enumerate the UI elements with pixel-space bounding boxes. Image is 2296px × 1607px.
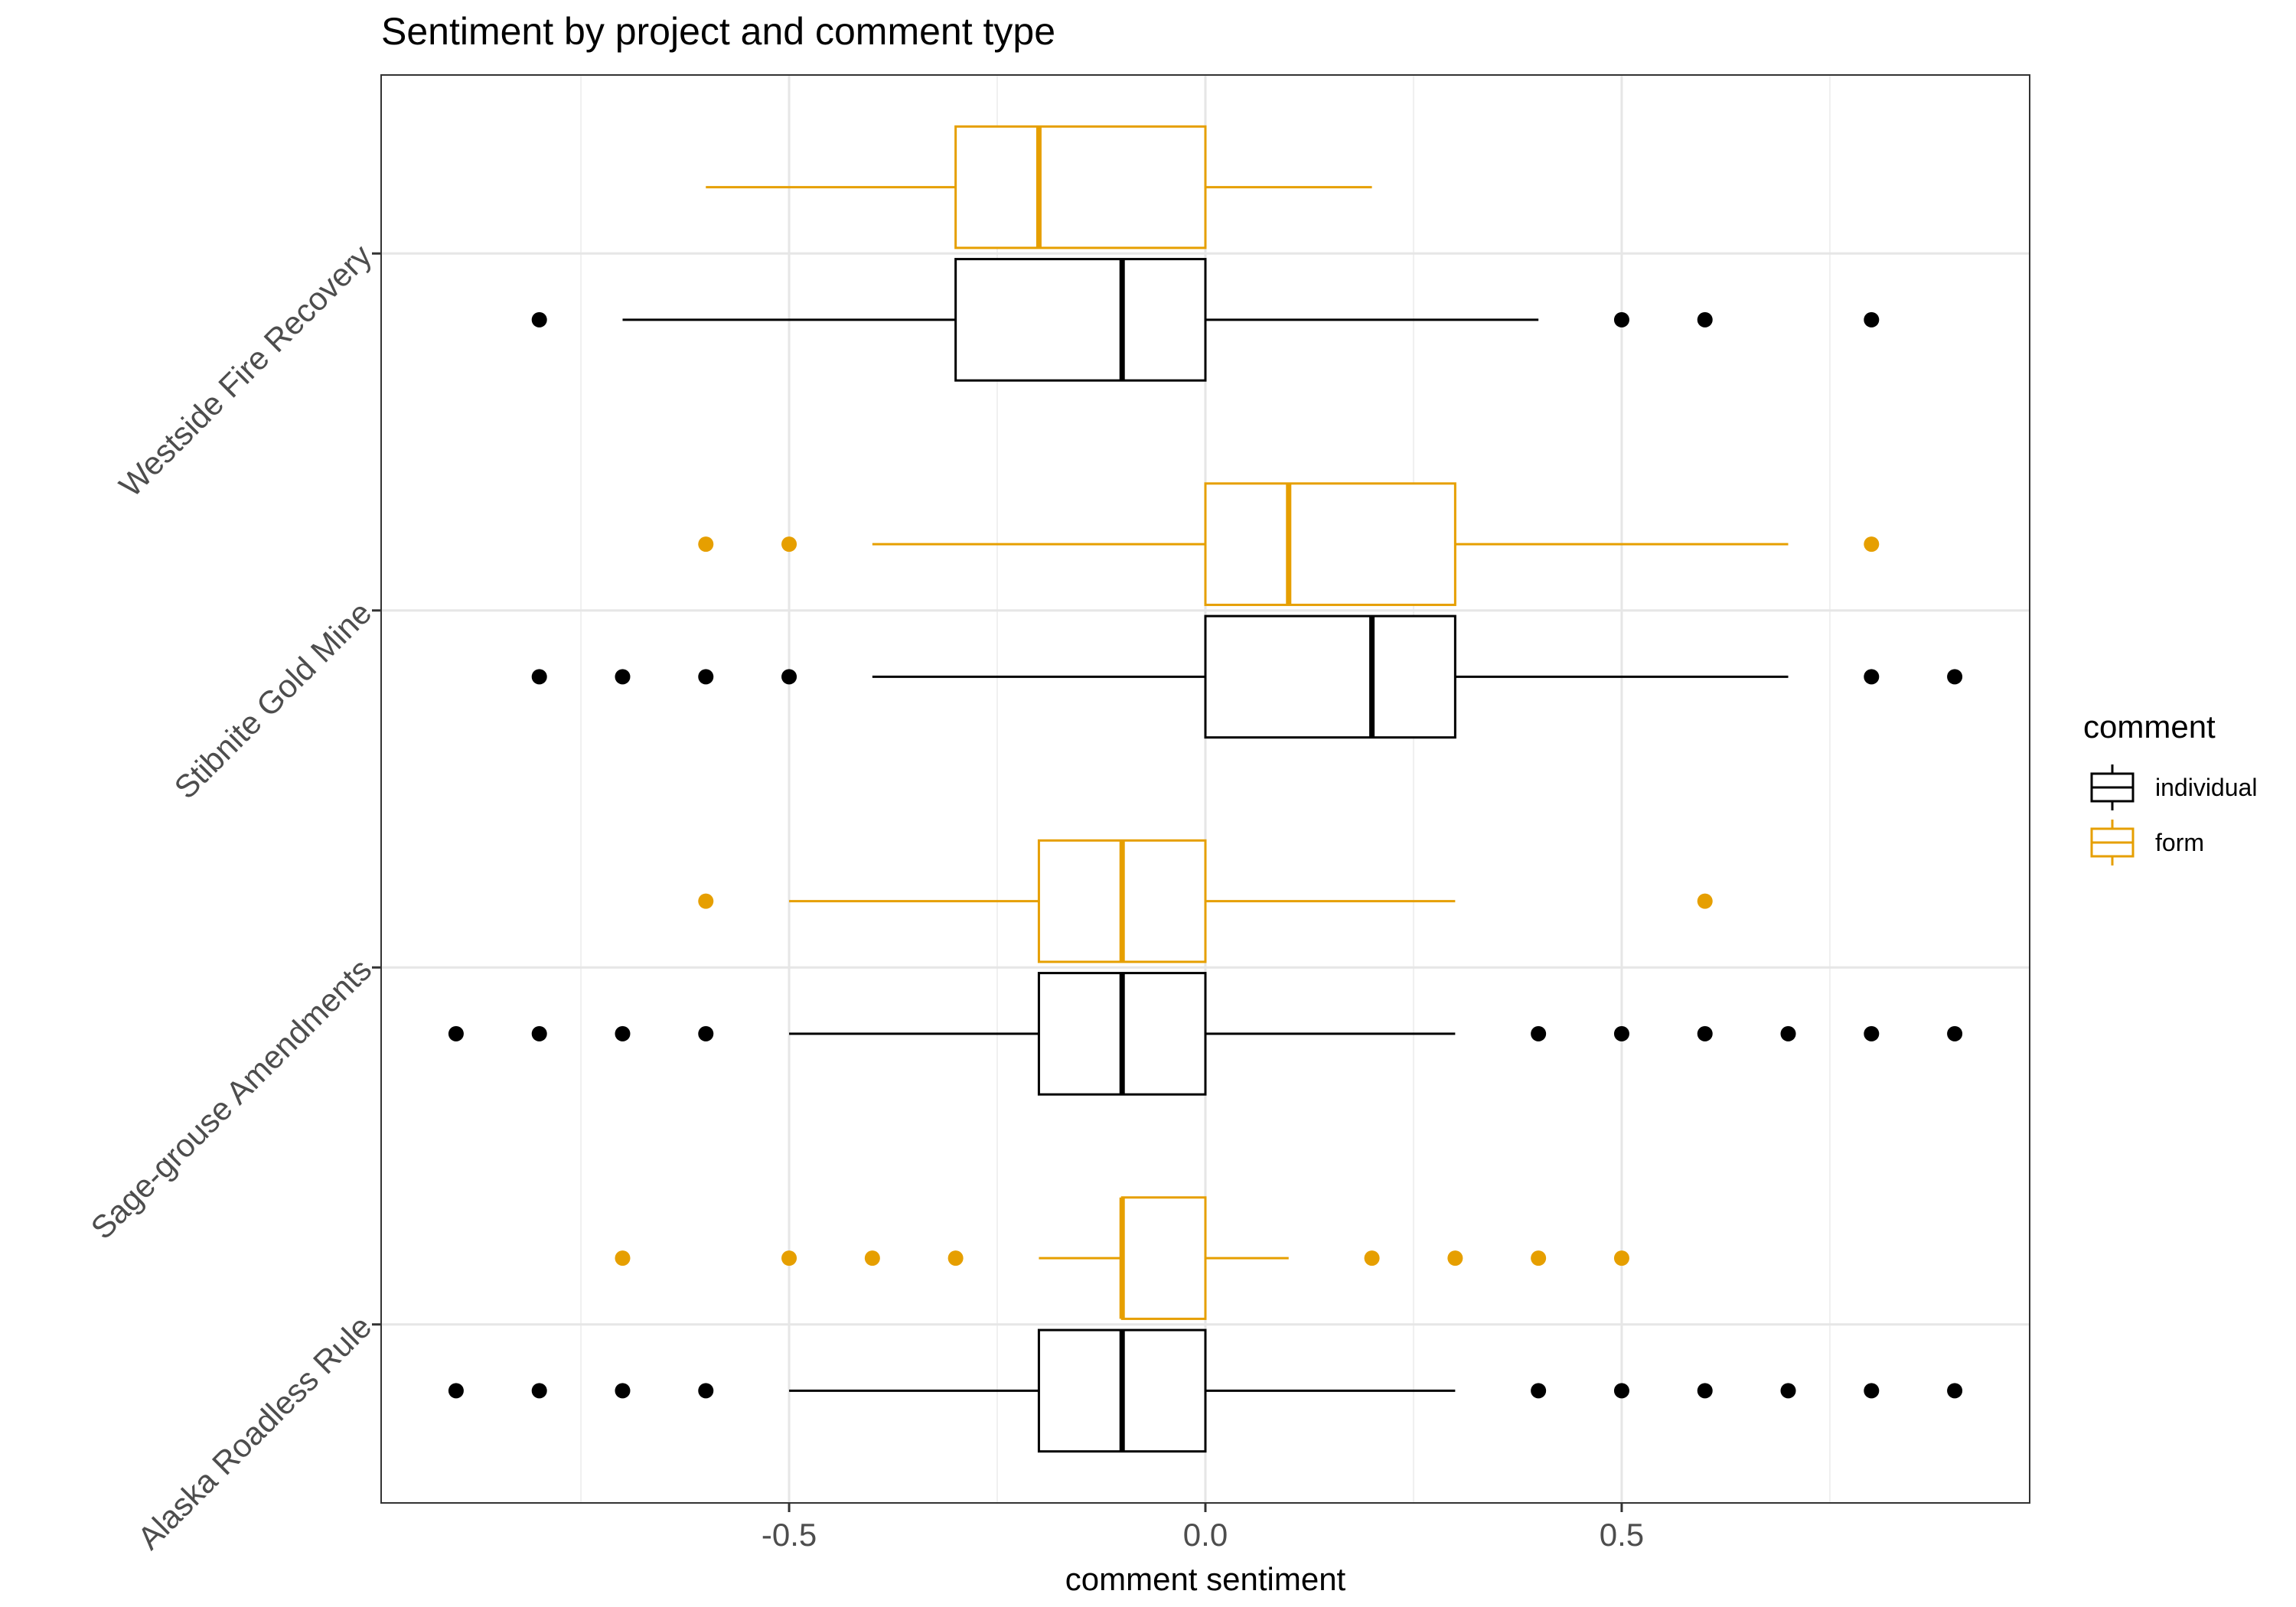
- box-form: [615, 1196, 1629, 1320]
- outlier-point: [1447, 1250, 1463, 1266]
- outlier-point: [1613, 1250, 1629, 1266]
- legend-title: comment: [2083, 709, 2216, 745]
- outlier-point: [615, 1250, 631, 1266]
- box-iqr: [1204, 482, 1456, 606]
- outlier-point: [1364, 1250, 1380, 1266]
- outlier-point: [615, 1025, 631, 1041]
- outlier-point: [1697, 311, 1713, 328]
- box-iqr: [1120, 1196, 1207, 1320]
- x-tick-label: -0.5: [762, 1517, 817, 1553]
- outlier-point: [1697, 1383, 1713, 1399]
- x-tick-label: 0.0: [1183, 1517, 1228, 1553]
- outlier-point: [947, 1250, 964, 1266]
- x-axis-title: comment sentiment: [1065, 1561, 1346, 1597]
- outlier-point: [531, 311, 547, 328]
- outlier-point: [1531, 1250, 1547, 1266]
- box-iqr: [1204, 614, 1456, 739]
- y-tick-label: Sage-grouse Amendments: [83, 951, 378, 1246]
- outlier-point: [448, 1383, 464, 1399]
- outlier-point: [698, 536, 714, 553]
- box-iqr: [954, 125, 1207, 249]
- outlier-point: [698, 893, 714, 909]
- outlier-point: [1531, 1383, 1547, 1399]
- outlier-point: [781, 1250, 797, 1266]
- outlier-point: [1697, 1025, 1713, 1041]
- legend: comment individual form: [2083, 709, 2257, 865]
- outlier-point: [781, 669, 797, 685]
- outlier-point: [1864, 1383, 1880, 1399]
- outlier-point: [1613, 1383, 1629, 1399]
- x-tick-label: 0.5: [1600, 1517, 1644, 1553]
- chart-title: Sentiment by project and comment type: [381, 10, 1055, 53]
- outlier-point: [698, 1025, 714, 1041]
- outlier-point: [531, 1025, 547, 1041]
- box-form: [706, 125, 1372, 249]
- box-iqr: [954, 258, 1207, 382]
- outlier-point: [781, 536, 797, 553]
- outlier-point: [1947, 669, 1963, 685]
- legend-key-form: [2090, 820, 2135, 865]
- box-individual: [531, 614, 1963, 739]
- outlier-point: [1780, 1383, 1796, 1399]
- legend-label-form: form: [2155, 829, 2204, 856]
- outlier-point: [698, 669, 714, 685]
- box-form: [698, 839, 1713, 963]
- box-form: [698, 482, 1880, 606]
- outlier-point: [615, 669, 631, 685]
- outlier-point: [1613, 311, 1629, 328]
- outlier-point: [615, 1383, 631, 1399]
- legend-label-individual: individual: [2155, 774, 2257, 801]
- outlier-point: [531, 1383, 547, 1399]
- plot-area: [448, 125, 1963, 1453]
- outlier-point: [531, 669, 547, 685]
- box-individual: [448, 1328, 1963, 1453]
- y-tick-label: Alaska Roadless Rule: [131, 1309, 379, 1556]
- legend-key-individual: [2090, 764, 2135, 810]
- box-individual: [531, 258, 1880, 382]
- outlier-point: [448, 1025, 464, 1041]
- outlier-point: [698, 1383, 714, 1399]
- outlier-point: [1531, 1025, 1547, 1041]
- outlier-point: [1947, 1025, 1963, 1041]
- box-individual: [448, 972, 1963, 1096]
- outlier-point: [864, 1250, 880, 1266]
- outlier-point: [1864, 1025, 1880, 1041]
- outlier-point: [1947, 1383, 1963, 1399]
- outlier-point: [1864, 536, 1880, 553]
- outlier-point: [1864, 311, 1880, 328]
- outlier-point: [1864, 669, 1880, 685]
- outlier-point: [1613, 1025, 1629, 1041]
- y-tick-label: Stibnite Gold Mine: [167, 595, 378, 806]
- outlier-point: [1697, 893, 1713, 909]
- y-tick-label: Westside Fire Recovery: [112, 237, 378, 504]
- outlier-point: [1780, 1025, 1796, 1041]
